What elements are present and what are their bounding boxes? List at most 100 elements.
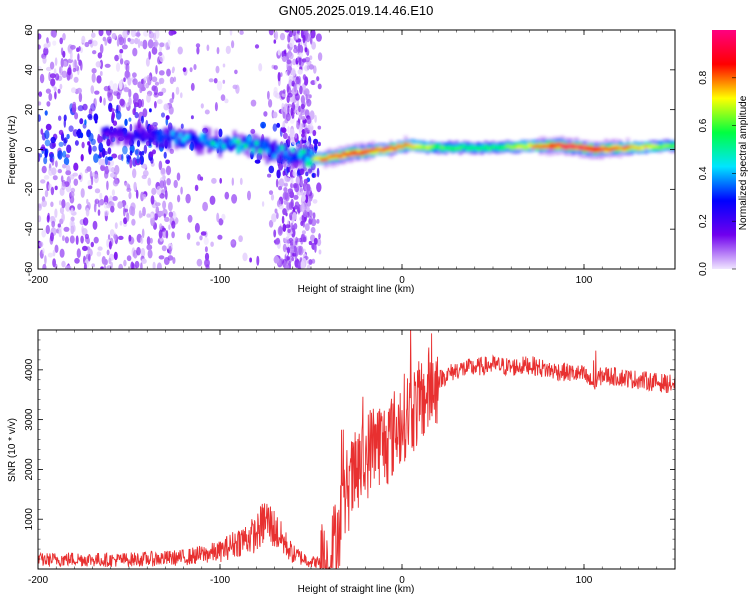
spectrogram-trace-cell [618,146,623,150]
spectrogram-trace-cell [301,154,306,163]
spectrogram-trace-cell [407,143,412,149]
spectrogram-speckle [116,38,120,47]
spectrogram-speckle [279,32,286,41]
spectrogram-trace-cell [491,145,496,149]
spectrogram-trace-cell [156,130,161,136]
spectrogram-speckle [295,176,300,186]
spectrogram-speckle [108,38,112,45]
spectrogram-speckle [95,61,102,68]
spectrogram-speckle [249,257,253,263]
colorbar: 0.0 0.2 0.4 0.6 0.8 Normalized spectral ampl… [698,30,749,276]
spectrogram-speckle [97,52,103,59]
spectrogram-speckle [154,81,160,86]
spectrogram-trace-cell [487,146,492,150]
spectrogram-speckle [104,156,109,166]
spectrogram-speckle [278,186,283,191]
spectrogram-speckle [168,30,175,36]
spectrogram-trace-cell [178,132,183,138]
spectrogram-speckle [48,93,53,101]
spectrogram-trace-cell [247,141,252,146]
spectrogram-trace-cell [163,133,168,139]
spectrogram-speckle [159,192,165,199]
spectrogram-speckle [200,103,204,109]
spectrogram-trace-cell [549,143,554,147]
spectrogram-speckle [151,85,156,92]
spectrogram-trace-cell [451,147,456,151]
spectrogram-trace-cell [378,148,383,152]
spectrogram-speckle [131,262,135,269]
spectrogram-speckle [92,220,98,230]
spectrogram-speckle [309,55,313,60]
spectrogram-speckle [304,127,309,134]
spectrogram-speckle [308,259,313,265]
spectrogram-speckle [45,148,49,155]
spectrogram-speckle [111,153,118,159]
spectrogram-speckle [66,144,72,154]
spectrogram-trace-cell [174,131,179,136]
x-tick-label: 0 [399,575,405,586]
spectrogram-speckle [224,98,229,104]
spectrogram-speckle [62,50,66,58]
spectrogram-speckle [158,78,162,85]
spectrogram-speckle [316,219,320,224]
spectrogram-speckle [149,151,154,158]
spectrogram-trace-cell [473,146,477,150]
spectrogram-speckle [158,255,165,260]
spectrogram-speckle [175,86,180,95]
spectrogram-speckle [46,37,49,44]
spectrogram-trace-cell [432,145,437,149]
spectrogram-speckle [287,228,291,233]
spectrogram-trace-cell [276,145,281,154]
spectrogram-trace-cell [345,153,350,157]
spectrogram-speckle [90,138,96,145]
spectrogram-trace-cell [294,154,299,160]
spectrogram-speckle [77,203,82,210]
spectrogram-speckle [293,83,297,93]
spectrogram-speckle [163,103,169,111]
spectrogram-speckle [316,182,322,193]
spectrogram-speckle [204,246,208,253]
spectrogram-speckle [106,238,110,248]
spectrogram-speckle [176,172,181,181]
spectrogram-trace-cell [371,149,376,155]
spectrogram-speckle [123,77,126,82]
spectrogram-trace-cell [385,146,390,150]
spectrogram-speckle [112,83,118,92]
spectrogram-speckle [73,178,79,186]
spectrogram-speckle [160,167,166,177]
spectrogram-speckle [282,170,286,177]
spectrogram-speckle [282,111,286,119]
spectrogram-speckle [121,44,128,50]
spectrogram-speckle [141,174,147,180]
spectrogram-trace-cell [276,144,281,150]
spectrogram-speckle [114,222,118,230]
spectrogram-speckle [108,257,112,265]
spectrogram-speckle [165,165,172,176]
spectrogram-trace-cell [392,147,397,151]
spectrogram-speckle [54,244,59,253]
spectrogram-trace-cell [258,139,263,153]
spectrogram-speckle [277,49,281,56]
spectrogram-speckle [300,95,305,105]
spectrogram-speckle [149,213,154,219]
spectrogram-trace-cell [174,136,179,145]
spectrogram-speckle [50,201,54,208]
spectrogram-speckle [295,33,299,40]
spectrogram-speckle [295,76,301,85]
spectrogram-trace-cell [261,142,266,151]
spectrogram-speckle [190,115,194,120]
spectrogram-speckle [140,78,144,84]
spectrogram-speckle [99,71,103,76]
spectrogram-speckle [106,204,111,209]
spectrogram-speckle [205,264,210,269]
spectrogram-speckle [272,123,278,132]
spectrogram-speckle [268,99,273,108]
spectrogram-speckle [43,43,50,49]
spectrogram-trace-cell [662,144,667,148]
spectrogram-speckle [288,79,293,87]
spectrogram-speckle [314,79,317,85]
spectrogram-speckle [318,249,322,255]
spectrogram-trace-cell [134,130,139,139]
spectrogram-speckle [138,210,142,219]
spectrogram-speckle [303,236,307,243]
